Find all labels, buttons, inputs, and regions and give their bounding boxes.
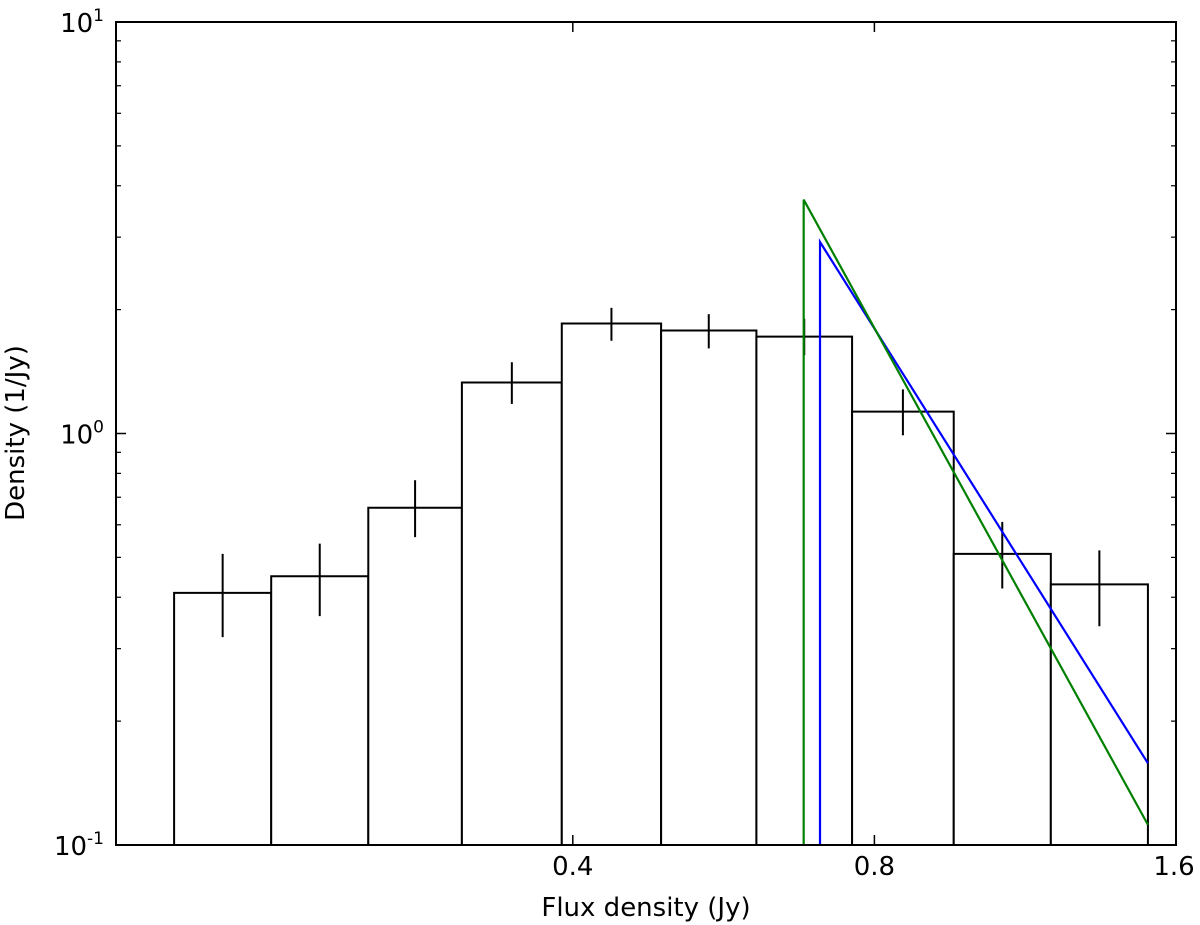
histogram-bar (952, 552, 1052, 845)
histogram-bar (460, 381, 563, 845)
axis-ticks: 10-1 100 101 0.4 0.8 1.6 (54, 6, 1195, 882)
x-tick-label: 0.4 (552, 852, 593, 882)
x-tick-label: 1.6 (1153, 852, 1194, 882)
x-axis-label: Flux density (Jy) (541, 893, 750, 923)
y-tick-label: 100 (60, 418, 104, 451)
fit-line (802, 199, 1149, 845)
histogram-bar (660, 329, 758, 845)
y-tick-label: 101 (60, 6, 104, 39)
histogram-bar (560, 322, 663, 845)
x-tick-label: 0.8 (854, 852, 895, 882)
histogram-bar (367, 506, 463, 845)
y-axis-label: Density (1/Jy) (1, 345, 31, 521)
histogram-bar (270, 575, 370, 845)
fit-lines (802, 199, 1149, 845)
y-tick-label: 10-1 (54, 829, 104, 862)
fit-line (818, 238, 1149, 845)
histogram-bar (851, 410, 955, 845)
